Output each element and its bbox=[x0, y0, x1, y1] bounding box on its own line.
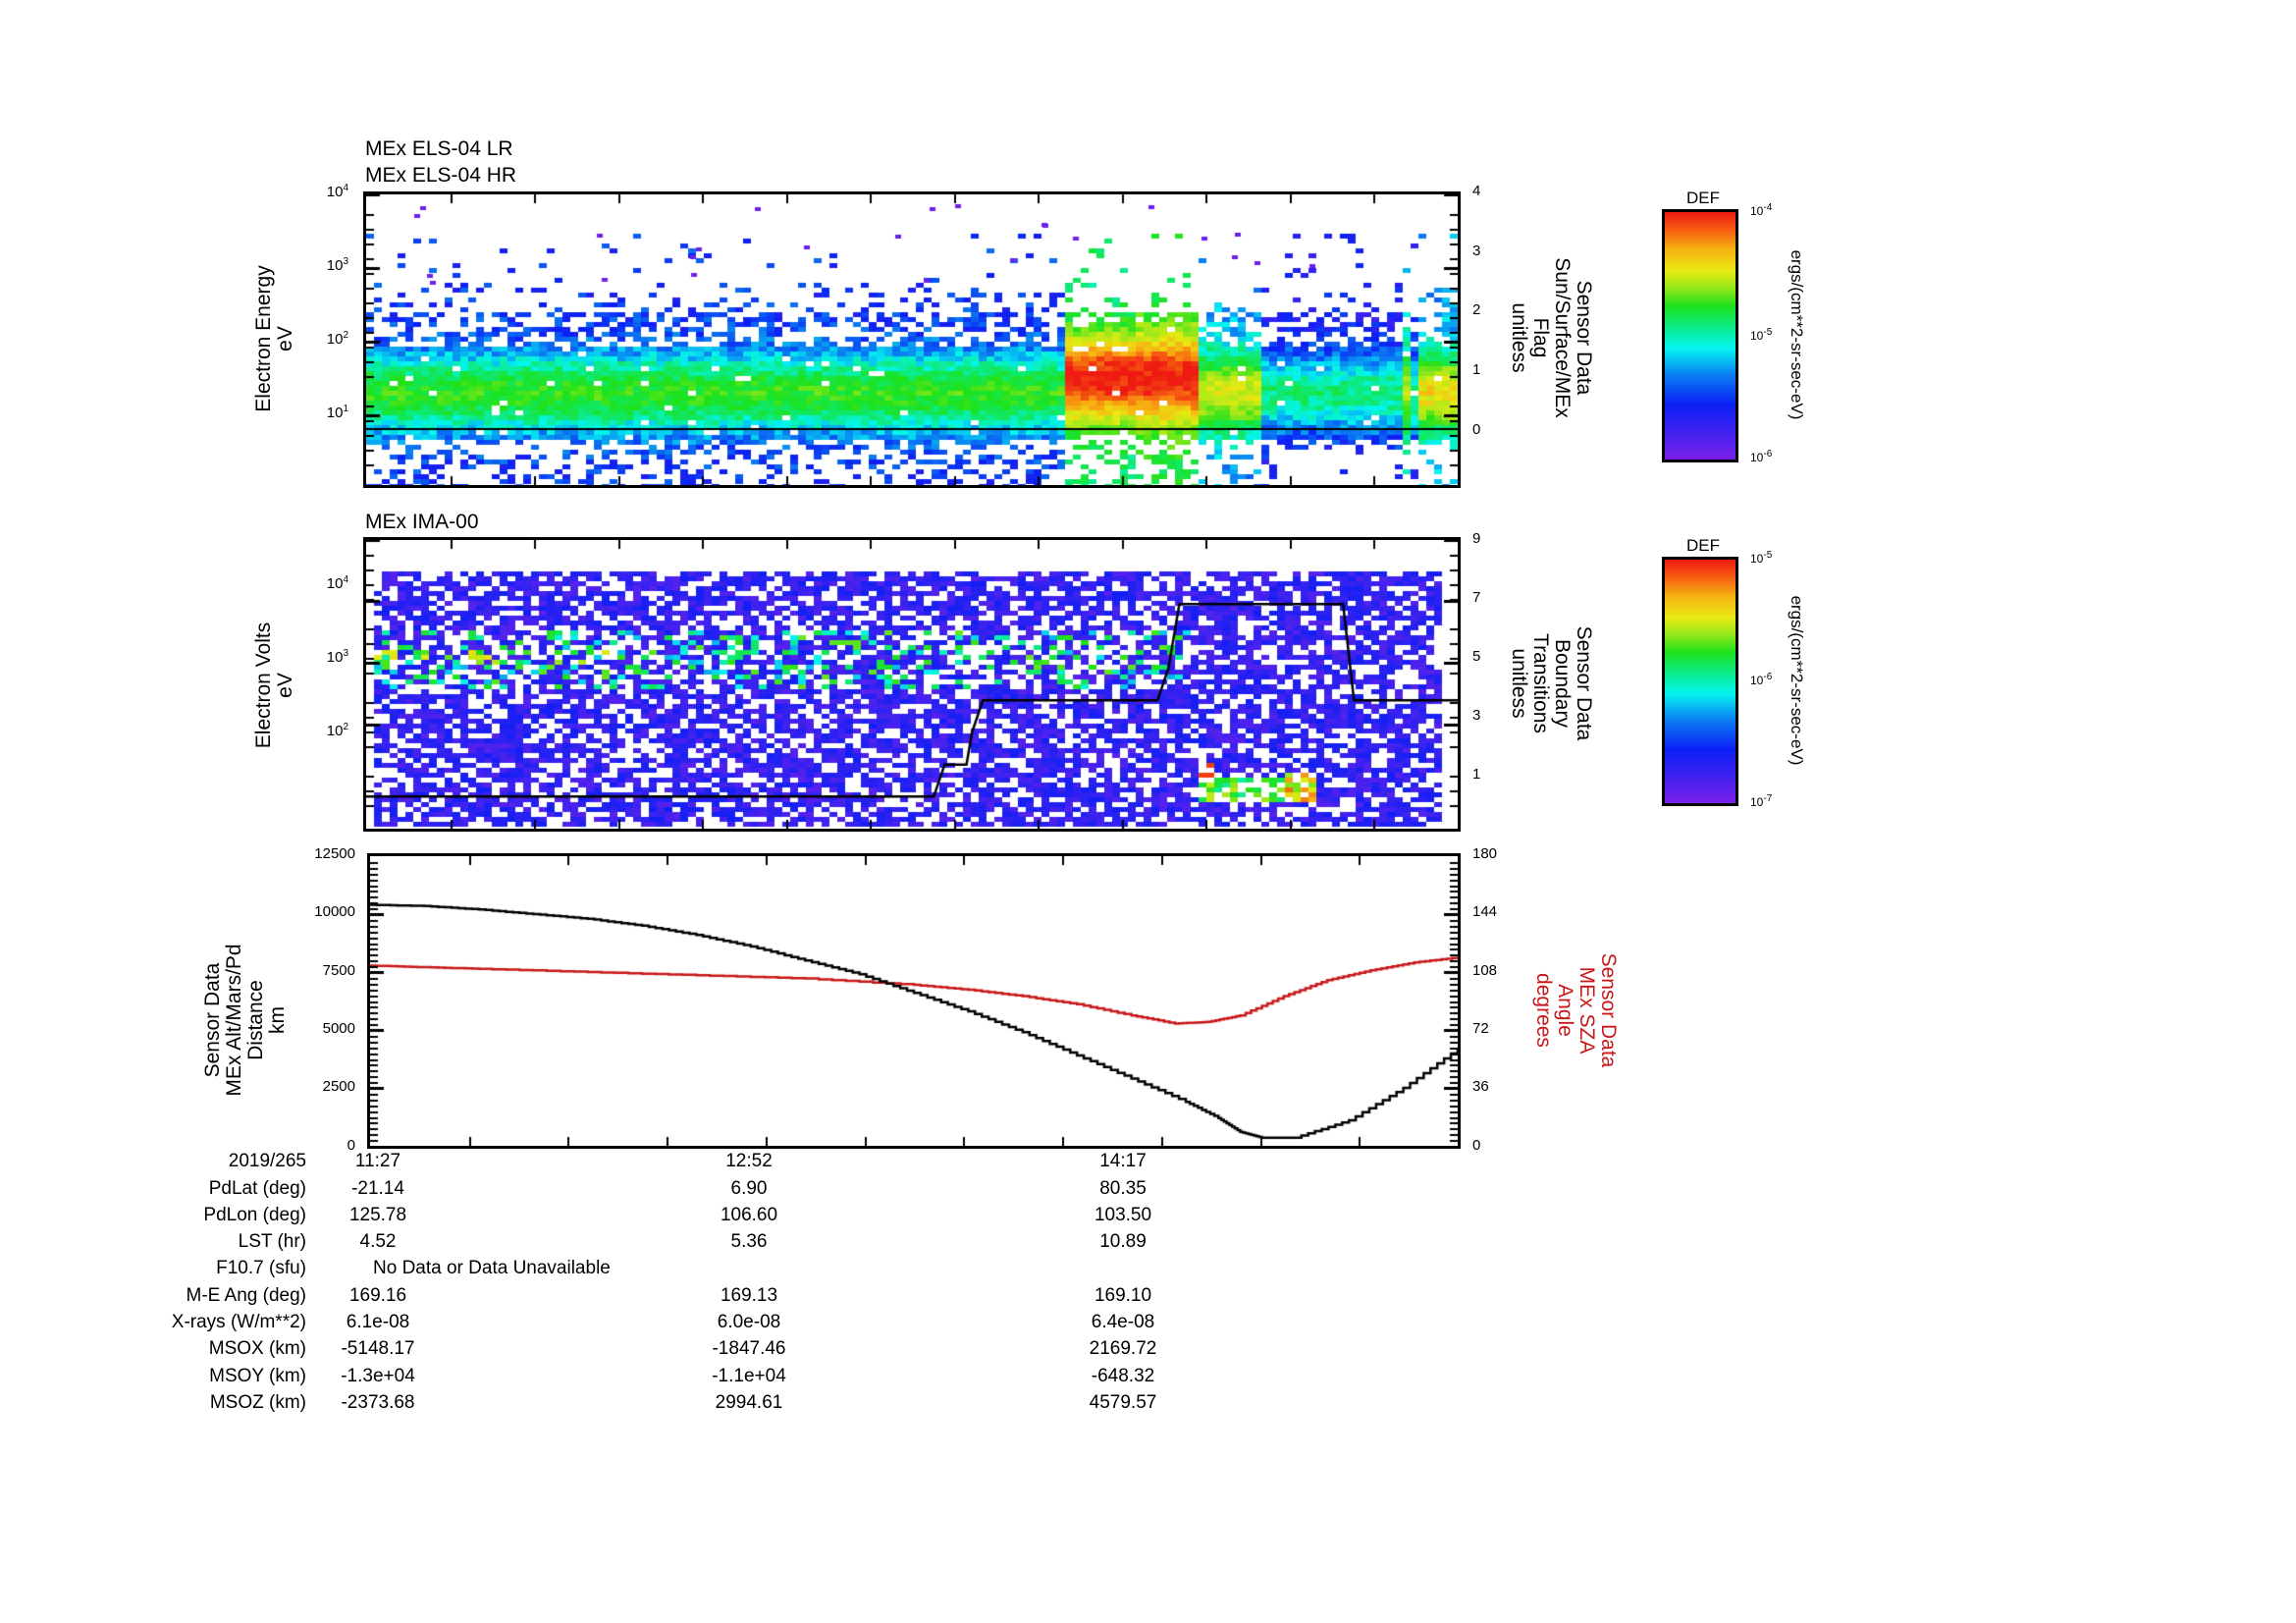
els-y2tick-2: 2 bbox=[1472, 301, 1481, 318]
ima-title: MEx IMA-00 bbox=[365, 511, 479, 533]
els-y2tick-4: 4 bbox=[1472, 183, 1481, 199]
ephemeris-cell: 169.16 bbox=[348, 1285, 407, 1306]
els-colorbar bbox=[1662, 209, 1738, 462]
els-cb-tick-bottom: 10-6 bbox=[1750, 449, 1773, 464]
orbit-y2tick-144: 144 bbox=[1472, 903, 1498, 920]
els-spectrogram bbox=[363, 191, 1461, 488]
ephemeris-cell: 6.90 bbox=[730, 1178, 768, 1199]
ephemeris-row-label: F10.7 (sfu) bbox=[216, 1258, 306, 1278]
ephemeris-cell: -2373.68 bbox=[341, 1392, 415, 1413]
ephemeris-cell: 80.35 bbox=[1099, 1178, 1147, 1199]
els-y2tick-0: 0 bbox=[1472, 421, 1481, 438]
ephemeris-cell: 6.1e-08 bbox=[346, 1312, 410, 1332]
orbit-ytick-7500: 7500 bbox=[322, 962, 355, 979]
ima-cb-tick-mid: 10-6 bbox=[1750, 672, 1773, 687]
ephemeris-row-label: MSOX (km) bbox=[208, 1338, 306, 1359]
ima-colorbar bbox=[1662, 557, 1738, 806]
ima-colorbar-title: DEF bbox=[1686, 536, 1720, 555]
orbit-y2tick-0: 0 bbox=[1472, 1137, 1481, 1154]
ima-colorbar-units: ergs/(cm**2-sr-sec-eV) bbox=[1788, 595, 1806, 766]
ephemeris-row-label: X-rays (W/m**2) bbox=[171, 1312, 306, 1332]
ephemeris-cell: 6.0e-08 bbox=[717, 1312, 781, 1332]
ima-ytick-1e4: 104 bbox=[326, 574, 348, 592]
ephemeris-row-label: MSOY (km) bbox=[209, 1366, 306, 1386]
ephemeris-cell: -5148.17 bbox=[341, 1338, 415, 1359]
ephemeris-row-label: LST (hr) bbox=[238, 1231, 306, 1252]
ephemeris-row-note: No Data or Data Unavailable bbox=[373, 1258, 611, 1278]
ephemeris-cell: 169.13 bbox=[720, 1285, 778, 1306]
ephemeris-cell: 10.89 bbox=[1099, 1231, 1147, 1252]
orbit-y2tick-180: 180 bbox=[1472, 845, 1498, 862]
ephemeris-cell: 4579.57 bbox=[1089, 1392, 1157, 1413]
els-y2tick-1: 1 bbox=[1472, 361, 1481, 378]
orbit-y2label: Sensor Data MEx SZA Angle degrees bbox=[1532, 952, 1620, 1068]
time-label-1: 11:27 bbox=[354, 1151, 401, 1171]
ephemeris-cell: 169.10 bbox=[1094, 1285, 1152, 1306]
ima-spectrogram bbox=[363, 537, 1461, 832]
ima-ytick-1e2: 102 bbox=[326, 722, 348, 739]
ima-cb-tick-bottom: 10-7 bbox=[1750, 793, 1773, 809]
els-heatmap-canvas bbox=[366, 194, 1458, 485]
els-ytick-1e1: 101 bbox=[326, 404, 348, 421]
orbit-ytick-12500: 12500 bbox=[314, 845, 355, 862]
ephemeris-cell: -1847.46 bbox=[712, 1338, 786, 1359]
els-cb-tick-top: 10-4 bbox=[1750, 202, 1773, 218]
els-colorbar-units: ergs/(cm**2-sr-sec-eV) bbox=[1788, 249, 1806, 420]
els-y2label: Sensor Data Sun/Surface/MEx Flag unitles… bbox=[1508, 257, 1595, 418]
ephemeris-cell: -648.32 bbox=[1091, 1366, 1155, 1386]
ephemeris-cell: -1.1e+04 bbox=[712, 1366, 786, 1386]
ephemeris-row-label: M-E Ang (deg) bbox=[186, 1285, 307, 1306]
ima-y2tick-5: 5 bbox=[1472, 648, 1481, 665]
els-y2tick-3: 3 bbox=[1472, 243, 1481, 259]
orbit-y2tick-36: 36 bbox=[1472, 1078, 1489, 1095]
ephemeris-cell: 106.60 bbox=[720, 1205, 778, 1225]
orbit-ytick-10000: 10000 bbox=[314, 903, 355, 920]
ephemeris-cell: 2994.61 bbox=[715, 1392, 783, 1413]
els-colorbar-title: DEF bbox=[1686, 189, 1720, 207]
ima-y2tick-7: 7 bbox=[1472, 589, 1481, 606]
els-ytick-1e2: 102 bbox=[326, 330, 348, 348]
orbit-ytick-2500: 2500 bbox=[322, 1078, 355, 1095]
ephemeris-cell: 103.50 bbox=[1094, 1205, 1152, 1225]
ephemeris-row-label: PdLon (deg) bbox=[203, 1205, 306, 1225]
ephemeris-cell: 5.36 bbox=[730, 1231, 768, 1252]
ima-heatmap-canvas bbox=[366, 540, 1458, 829]
orbit-line-plot bbox=[367, 853, 1461, 1149]
orbit-ylabel: Sensor Data MEx Alt/Mars/Pd Distance km bbox=[201, 944, 289, 1097]
ima-y2label: Sensor Data Boundary Transitions unitles… bbox=[1508, 625, 1595, 741]
ephemeris-cell: 125.78 bbox=[348, 1205, 407, 1225]
ephemeris-cell: 4.52 bbox=[359, 1231, 397, 1252]
orbit-lines-canvas bbox=[370, 856, 1458, 1146]
ephemeris-date: 2019/265 bbox=[228, 1151, 306, 1171]
ephemeris-row-label: PdLat (deg) bbox=[208, 1178, 306, 1199]
ephemeris-cell: 2169.72 bbox=[1089, 1338, 1157, 1359]
ima-ytick-1e3: 103 bbox=[326, 648, 348, 666]
els-ytick-1e3: 103 bbox=[326, 256, 348, 274]
els-title-line-2: MEx ELS-04 HR bbox=[365, 164, 517, 187]
ima-y2tick-3: 3 bbox=[1472, 707, 1481, 724]
orbit-y2tick-108: 108 bbox=[1472, 962, 1498, 979]
orbit-ytick-0: 0 bbox=[347, 1137, 355, 1154]
ima-y2tick-1: 1 bbox=[1472, 766, 1481, 783]
ephemeris-row-label: MSOZ (km) bbox=[209, 1392, 306, 1413]
orbit-y2tick-72: 72 bbox=[1472, 1020, 1489, 1037]
ephemeris-cell: -21.14 bbox=[351, 1178, 404, 1199]
ima-ylabel: Electron Volts eV bbox=[252, 622, 296, 749]
orbit-ytick-5000: 5000 bbox=[322, 1020, 355, 1037]
ephemeris-cell: -1.3e+04 bbox=[341, 1366, 415, 1386]
ima-y2tick-9: 9 bbox=[1472, 530, 1481, 547]
ephemeris-cell: 6.4e-08 bbox=[1091, 1312, 1155, 1332]
els-title-line-1: MEx ELS-04 LR bbox=[365, 137, 513, 160]
time-label-2: 12:52 bbox=[725, 1151, 773, 1171]
els-ytick-1e4: 104 bbox=[326, 183, 348, 200]
ima-cb-tick-top: 10-5 bbox=[1750, 550, 1773, 566]
els-cb-tick-mid: 10-5 bbox=[1750, 327, 1773, 343]
time-label-3: 14:17 bbox=[1099, 1151, 1147, 1171]
